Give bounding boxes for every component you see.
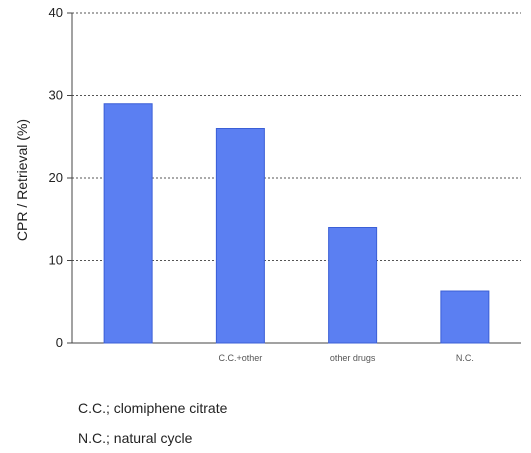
x-labels: C.C.+other other drugs N.C. <box>218 353 473 363</box>
bar <box>215 128 265 344</box>
footnote-nc: N.C.; natural cycle <box>78 430 193 446</box>
bar-chart: 0 10 20 30 40 C.C.+other other drugs N.C. CPR … <box>14 5 521 363</box>
y-tick-label: 20 <box>49 170 63 185</box>
gridlines <box>72 12 521 261</box>
y-tick-label: 10 <box>49 253 63 268</box>
x-category-label: N.C. <box>456 353 474 363</box>
y-tick-label: 0 <box>56 335 63 350</box>
y-tick-label: 40 <box>49 5 63 20</box>
y-ticks: 0 10 20 30 40 <box>49 5 72 350</box>
y-tick-label: 30 <box>49 88 63 103</box>
footnote-cc: C.C.; clomiphene citrate <box>78 400 228 416</box>
x-category-label: C.C.+other <box>218 353 262 363</box>
bar <box>103 103 153 344</box>
y-axis-title: CPR / Retrieval (%) <box>14 119 30 241</box>
x-category-label: other drugs <box>330 353 376 363</box>
bars <box>103 103 490 344</box>
bar <box>440 290 490 344</box>
bar <box>328 227 378 344</box>
